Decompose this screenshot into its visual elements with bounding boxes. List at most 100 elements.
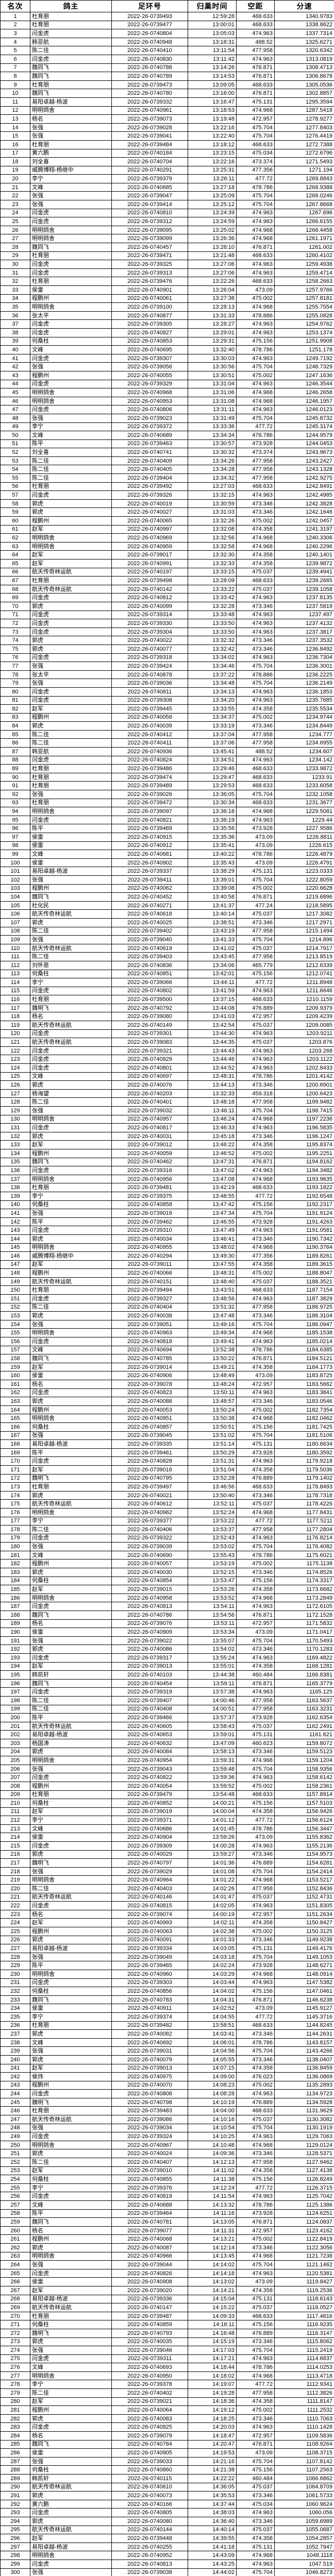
- cell-ring-number: 2022-26-0740685: [111, 182, 188, 192]
- cell-arrival-time: 13:59:01: [188, 1730, 237, 1739]
- cell-ring-number: 2022-26-0740905: [111, 2448, 188, 2458]
- cell-arrival-time: 14:20:03: [188, 2422, 237, 2432]
- cell-ring-number: 2022-26-0739464: [111, 2209, 188, 2218]
- cell-distance: 474.963: [236, 619, 275, 628]
- table-row: 150 杜育朋 2022-26-0739494 13:43:51 468.633 1187…: [0, 1285, 334, 1295]
- cell-distance: 474.963: [236, 2422, 275, 2432]
- cell-rank: 126: [0, 1080, 30, 1090]
- cell-rank: 60: [0, 516, 30, 526]
- cell-arrival-time: 13:53:22: [188, 1516, 237, 1526]
- cell-speed: 1152.4731: [274, 1892, 334, 1902]
- cell-arrival-time: 14:13:32: [188, 2200, 237, 2210]
- cell-rank: 224: [0, 1918, 30, 1927]
- cell-arrival-time: 13:48:31: [188, 1268, 237, 1278]
- cell-arrival-time: 14:15:22: [188, 2303, 237, 2312]
- cell-distance: 478.786: [236, 431, 275, 440]
- cell-owner: 明明鸽舍: [30, 106, 112, 115]
- cell-owner: 魏同飞: [30, 89, 112, 98]
- cell-speed: 1242.8491: [274, 482, 334, 492]
- cell-arrival-time: 13:34:51: [188, 755, 237, 765]
- cell-speed: 1242.0457: [274, 516, 334, 526]
- cell-owner: 明明鸽舍: [30, 533, 112, 543]
- cell-speed: 1233.91: [274, 772, 334, 782]
- cell-owner: 郭虎: [30, 2243, 112, 2252]
- table-row: 157 文峰 2022-26-0740694 13:52:38 478.786 1184.…: [0, 1345, 334, 1355]
- cell-rank: 90: [0, 772, 30, 782]
- cell-distance: 474.963: [236, 405, 275, 414]
- cell-rank: 178: [0, 1525, 30, 1534]
- cell-arrival-time: 13:46:56: [188, 1482, 237, 1492]
- cell-distance: 477.958: [236, 926, 275, 936]
- cell-rank: 16: [0, 140, 30, 149]
- table-row: 81 闫金虎 2022-26-0739308 13:34:20 474.963 1235.…: [0, 696, 334, 705]
- cell-arrival-time: 13:34:02: [188, 653, 237, 663]
- cell-rank: 151: [0, 1294, 30, 1303]
- cell-ring-number: 2022-26-0740909: [111, 1628, 188, 1637]
- cell-speed: 1107.8142: [274, 2456, 334, 2466]
- cell-speed: 1239.1058: [274, 584, 334, 594]
- cell-speed: 1200.6423: [274, 1089, 334, 1098]
- cell-ring-number: 2022-26-0740955: [111, 1243, 188, 1252]
- cell-owner: 陈二佳: [30, 456, 112, 466]
- cell-distance: 468.633: [236, 2106, 275, 2116]
- cell-arrival-time: 13:37:15: [188, 995, 237, 1004]
- cell-distance: 475.002: [236, 2405, 275, 2415]
- cell-distance: 474.963: [236, 328, 275, 337]
- cell-owner: 何桑柱: [30, 1422, 112, 1432]
- cell-ring-number: 2022-26-0740878: [111, 670, 188, 680]
- cell-ring-number: 2022-26-0740653: [111, 1730, 188, 1739]
- cell-speed: 1151.2634: [274, 1909, 334, 1919]
- table-row: 46 明明鸽舍 2022-26-0740953 13:31:08 474.968 1246…: [0, 396, 334, 406]
- cell-rank: 218: [0, 1867, 30, 1876]
- cell-rank: 165: [0, 1414, 30, 1423]
- cell-distance: 474.968: [236, 234, 275, 244]
- cell-ring-number: 2022-26-0739375: [111, 1191, 188, 1201]
- cell-speed: 1267.8668: [274, 200, 334, 209]
- cell-owner: 张强: [30, 2456, 112, 2466]
- cell-distance: 475.704: [236, 679, 275, 688]
- table-row: 37 闫金虎 2022-26-0739305 13:28:27 474.963 1254.…: [0, 319, 334, 329]
- cell-speed: 1235.5534: [274, 704, 334, 714]
- cell-speed: 1211.6646: [274, 986, 334, 996]
- cell-arrival-time: 13:48:49: [188, 1371, 237, 1380]
- cell-ring-number: 2022-26-0740151: [111, 1277, 188, 1286]
- cell-speed: 1180.6634: [274, 1439, 334, 1449]
- table-row: 223 杨名 2022-26-0739074 14:00:19 472.957 1151.…: [0, 1909, 334, 1919]
- cell-ring-number: 2022-26-0739074: [111, 1909, 188, 1919]
- cell-arrival-time: 13:53:37: [188, 1525, 237, 1534]
- cell-speed: 1217.2971: [274, 918, 334, 927]
- cell-speed: 1237.497: [274, 610, 334, 620]
- cell-distance: 473.346: [236, 1397, 275, 1406]
- table-row: 240 郭虎 2022-26-0740079 14:05:55 473.346 1138.…: [0, 2055, 334, 2064]
- cell-distance: 472.957: [236, 1012, 275, 1022]
- table-row: 128 陈二佳 2022-26-0740401 13:48:18 477.958 1199…: [0, 1097, 334, 1107]
- cell-speed: 1115.8062: [274, 2337, 334, 2347]
- cell-distance: 476.871: [236, 1995, 275, 2005]
- cell-speed: 1240.2296: [274, 541, 334, 551]
- cell-speed: 1236.2225: [274, 670, 334, 680]
- cell-arrival-time: 14:18:36: [188, 2397, 237, 2406]
- cell-speed: 1236.3001: [274, 662, 334, 671]
- cell-arrival-time: 13:23:15: [188, 148, 237, 158]
- cell-owner: 赵军: [30, 704, 112, 714]
- table-row: 130 明明鸽舍 2022-26-0740957 13:46:24 474.968 119…: [0, 1114, 334, 1124]
- cell-arrival-time: 13:38:51: [188, 918, 237, 927]
- cell-owner: 郭虎: [30, 1645, 112, 1654]
- cell-owner: 杜育朋: [30, 764, 112, 773]
- cell-distance: 473.346: [236, 1747, 275, 1757]
- cell-distance: 475.156: [236, 1987, 275, 1996]
- cell-ring-number: 2022-26-0740789: [111, 72, 188, 81]
- cell-distance: 474.963: [236, 54, 275, 64]
- cell-owner: 闫金虎: [30, 2089, 112, 2098]
- cell-speed: 1234.777: [274, 730, 334, 739]
- table-row: 181 文峰 2022-26-0740690 13:55:43 478.786 1175.…: [0, 1550, 334, 1560]
- cell-rank: 50: [0, 431, 30, 440]
- cell-ring-number: 2022-26-0740852: [111, 1799, 188, 1808]
- cell-owner: 张强: [30, 2346, 112, 2355]
- cell-owner: 张强: [30, 1209, 112, 1218]
- cell-arrival-time: 13:46:24: [188, 1114, 237, 1124]
- cell-ring-number: 2022-26-0740906: [111, 1371, 188, 1380]
- cell-distance: 476.871: [236, 2217, 275, 2227]
- cell-speed: 1242.3828: [274, 499, 334, 509]
- cell-arrival-time: 14:17:03: [188, 2346, 237, 2355]
